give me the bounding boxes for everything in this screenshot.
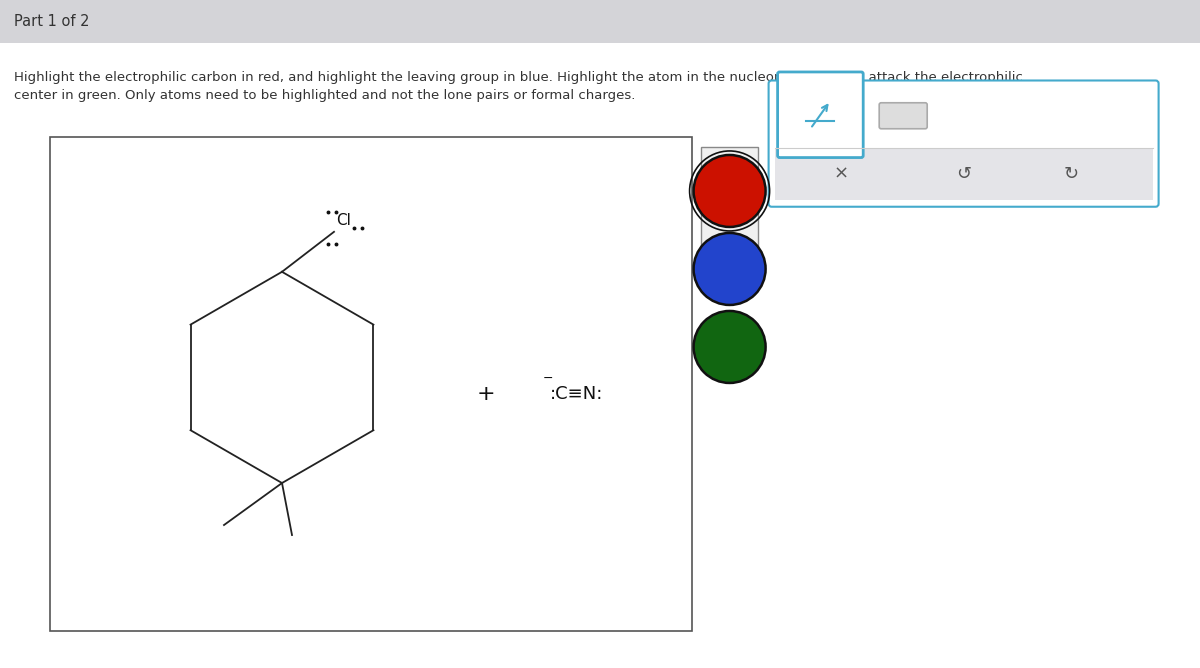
Text: Cl: Cl (336, 213, 350, 228)
FancyBboxPatch shape (778, 72, 863, 158)
Bar (701, 147, 758, 277)
Text: Highlight the electrophilic carbon in red, and highlight the leaving group in bl: Highlight the electrophilic carbon in re… (14, 71, 1022, 84)
FancyBboxPatch shape (769, 81, 1159, 206)
Circle shape (694, 155, 766, 227)
Bar (775, 148, 1152, 200)
Bar (0, 0, 1200, 43)
Circle shape (694, 233, 766, 305)
Bar (50, 137, 692, 631)
Text: ↺: ↺ (956, 165, 971, 183)
Circle shape (694, 311, 766, 383)
Text: center in green. Only atoms need to be highlighted and not the lone pairs or for: center in green. Only atoms need to be h… (14, 90, 635, 102)
Text: ×: × (833, 165, 848, 183)
Text: +: + (476, 384, 496, 404)
FancyBboxPatch shape (880, 103, 928, 129)
Text: ↻: ↻ (1063, 165, 1079, 183)
Text: −: − (542, 371, 553, 385)
Text: Part 1 of 2: Part 1 of 2 (14, 14, 90, 29)
Text: :C≡N:: :C≡N: (550, 385, 602, 403)
